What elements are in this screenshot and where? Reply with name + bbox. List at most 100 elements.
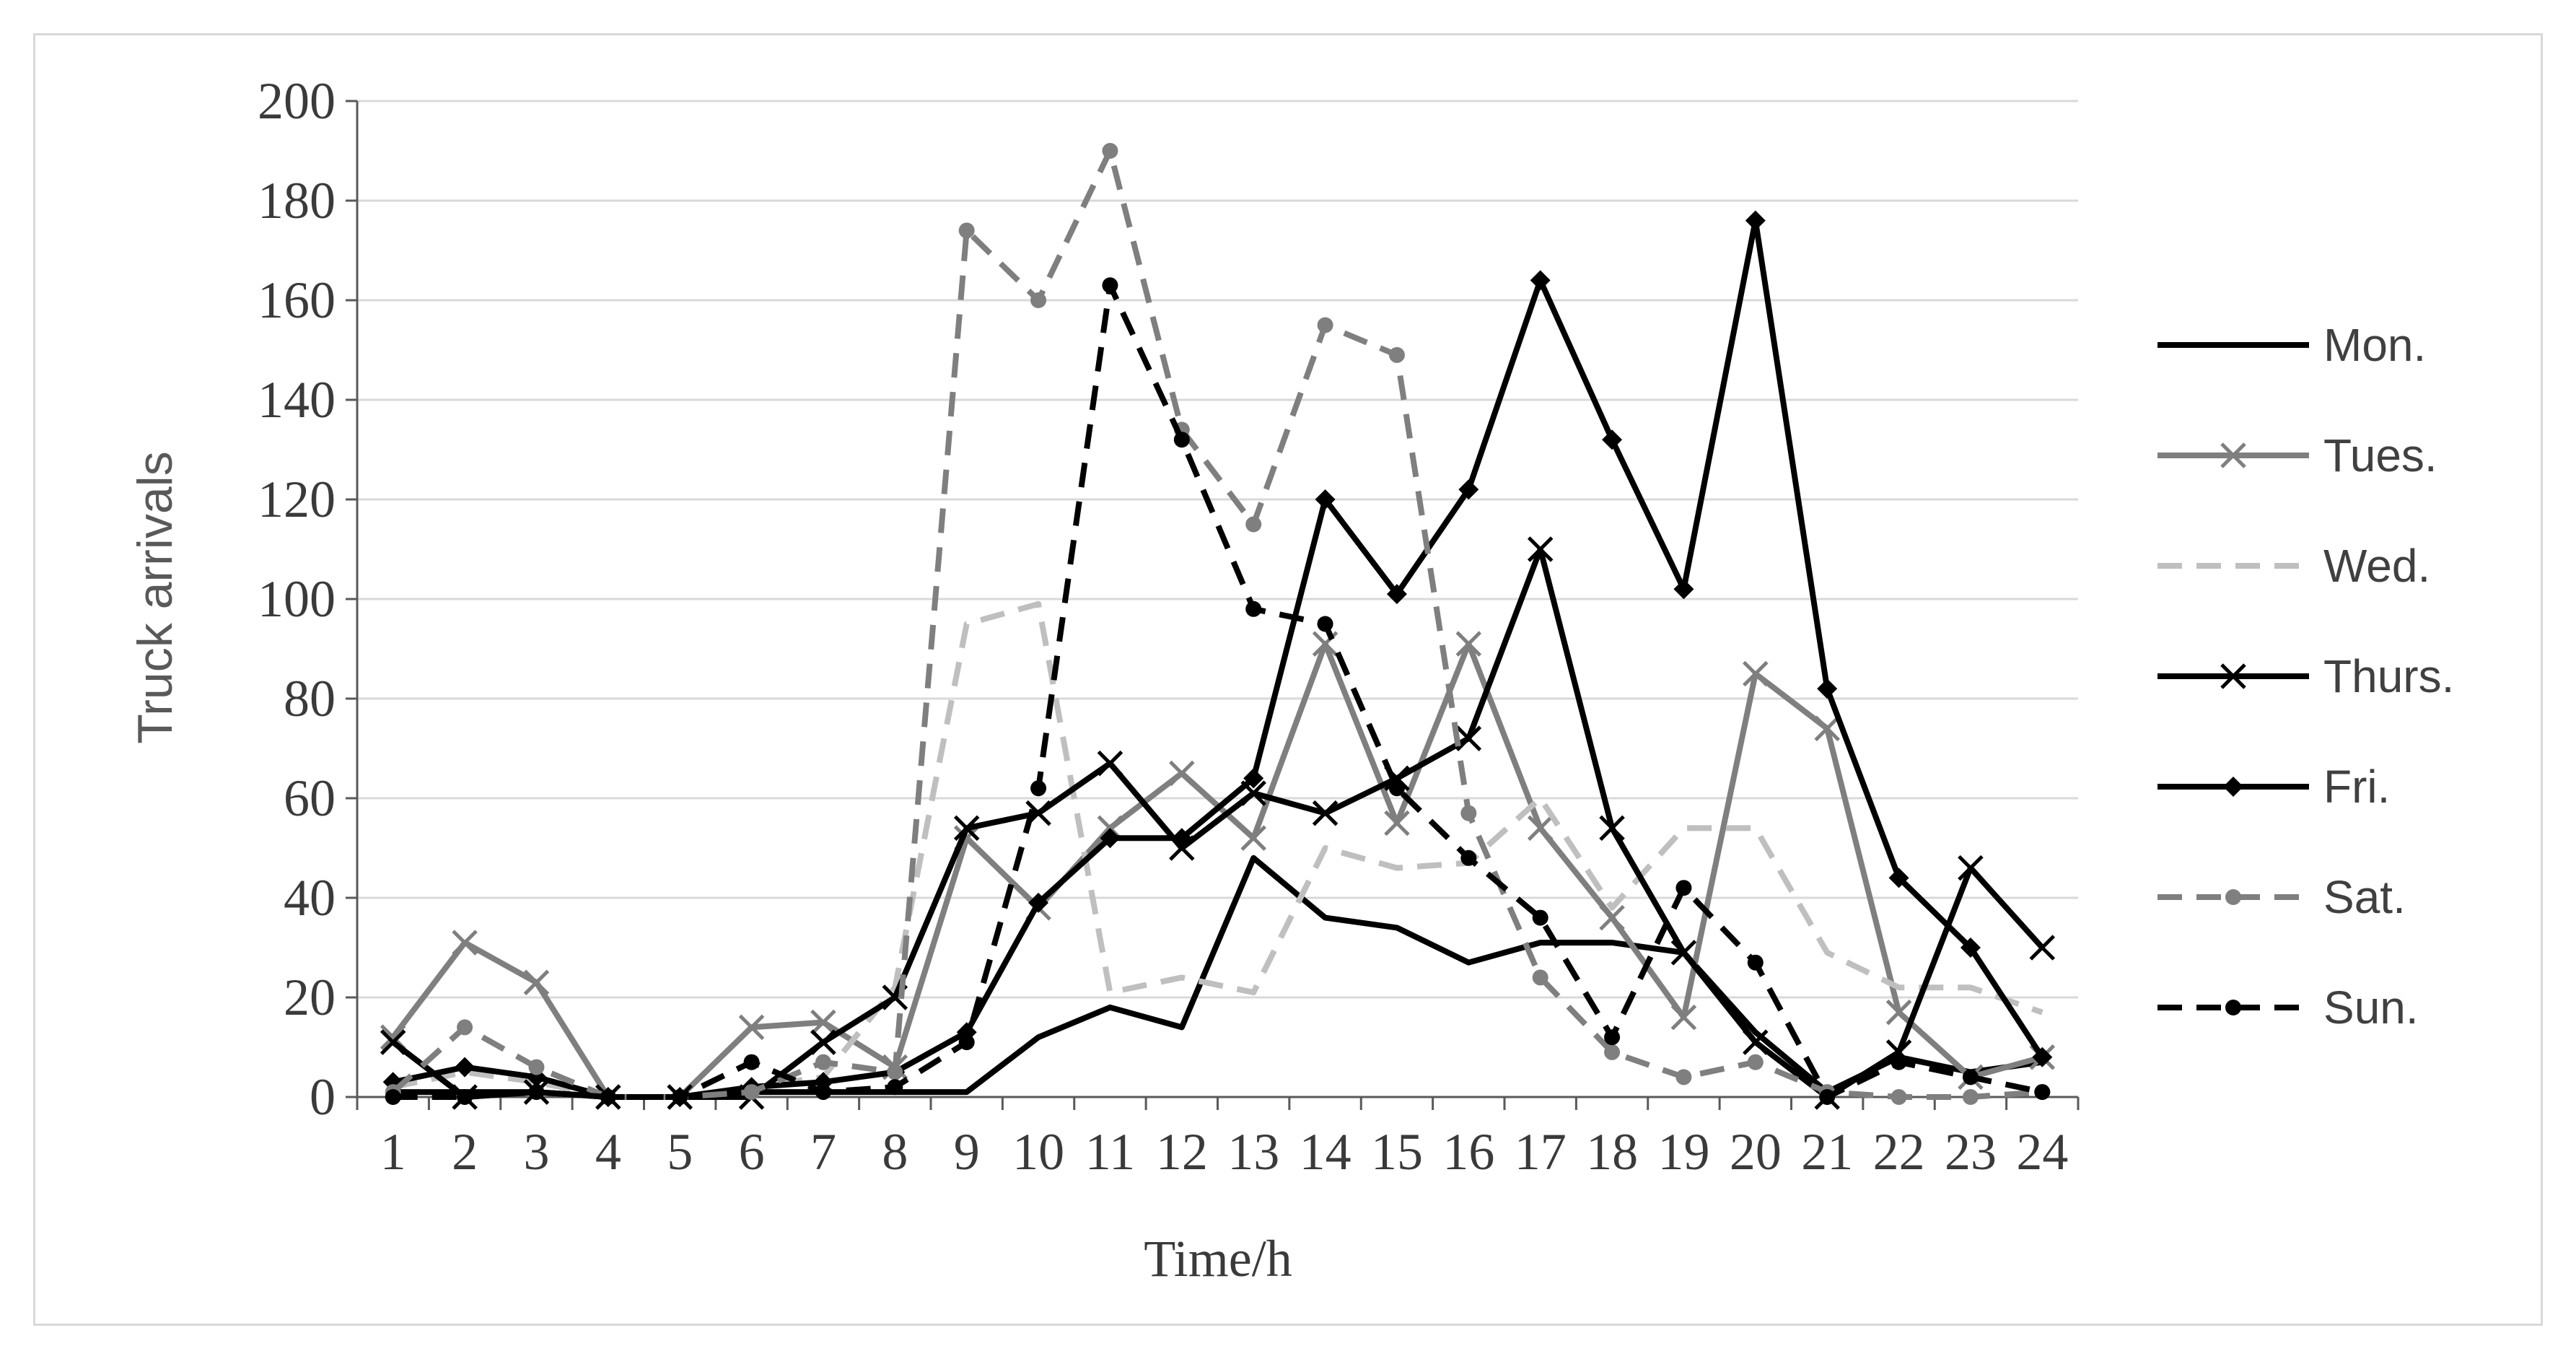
legend-item: Sun. bbox=[2157, 982, 2419, 1034]
x-tick-label: 15 bbox=[1371, 1123, 1423, 1181]
x-tick-label: 19 bbox=[1657, 1123, 1709, 1181]
x-tick-label: 16 bbox=[1442, 1123, 1494, 1181]
marker-Fri. bbox=[1171, 828, 1192, 849]
y-tick-label: 180 bbox=[258, 172, 336, 230]
marker-Sat. bbox=[743, 1084, 760, 1101]
marker-Sat. bbox=[1532, 969, 1548, 986]
line-Sat. bbox=[391, 148, 2043, 1100]
series-Tues. bbox=[380, 631, 2056, 1110]
marker-Fri. bbox=[2032, 1046, 2053, 1067]
line-Fri. bbox=[392, 217, 2045, 1100]
marker-Sun. bbox=[887, 1079, 903, 1096]
y-tick-label: 100 bbox=[258, 570, 336, 628]
y-axis-title: Truck arrivals bbox=[128, 451, 183, 744]
x-tick-label: 7 bbox=[810, 1123, 836, 1181]
marker-Sat. bbox=[887, 1064, 903, 1080]
marker-Sat. bbox=[1460, 805, 1477, 821]
marker-Sun. bbox=[1819, 1089, 1836, 1105]
marker-Sat. bbox=[958, 222, 975, 239]
marker-Tues. bbox=[738, 1014, 765, 1041]
marker-Fri. bbox=[1243, 768, 1264, 789]
marker-Sat. bbox=[1102, 143, 1118, 159]
marker-Fri. bbox=[1530, 270, 1551, 291]
marker-Sat. bbox=[1030, 292, 1047, 308]
x-tick-label: 4 bbox=[595, 1123, 621, 1181]
marker-Thurs. bbox=[1670, 940, 1697, 966]
series-Fri. bbox=[382, 210, 2053, 1107]
legend-label: Tues. bbox=[2323, 429, 2437, 481]
marker-Tues. bbox=[1670, 1004, 1697, 1031]
y-tick-labels: 0 20 40 60 80 100 120 140 160 180 200 bbox=[258, 72, 336, 1126]
marker-Sun. bbox=[385, 1089, 401, 1105]
legend-item: Tues. bbox=[2157, 429, 2437, 481]
marker-Sat. bbox=[1962, 1089, 1979, 1105]
marker-Sun. bbox=[1317, 616, 1333, 632]
marker-Tues. bbox=[523, 969, 550, 996]
marker-Sun. bbox=[1604, 1029, 1621, 1046]
marker-Tues. bbox=[1240, 825, 1266, 851]
legend-label: Sat. bbox=[2323, 871, 2406, 923]
marker-Sat. bbox=[457, 1019, 473, 1036]
marker-Sun. bbox=[1102, 277, 1118, 294]
marker-Sat. bbox=[1604, 1044, 1621, 1060]
marker-Thurs. bbox=[1743, 1029, 1769, 1055]
marker-Fri. bbox=[1386, 584, 1407, 605]
marker-Fri. bbox=[1028, 892, 1049, 913]
legend-item: Mon. bbox=[2157, 319, 2426, 371]
y-tick-label: 0 bbox=[310, 1068, 336, 1126]
legend: Mon. Tues. Wed. Thurs. Fri. Sat. Sun. bbox=[2157, 319, 2454, 1034]
marker-Fri. bbox=[1673, 579, 1694, 600]
series-lines bbox=[380, 143, 2056, 1110]
y-tick-label: 120 bbox=[258, 471, 336, 528]
marker-Fri. bbox=[1100, 828, 1121, 849]
marker-Tues. bbox=[1814, 715, 1840, 742]
marker-Sat. bbox=[1388, 346, 1405, 363]
x-tick-label: 14 bbox=[1300, 1123, 1351, 1181]
marker-Thurs. bbox=[1455, 725, 1482, 751]
marker-Thurs. bbox=[1527, 536, 1554, 562]
marker-Sun. bbox=[1532, 909, 1548, 926]
legend-label: Sun. bbox=[2323, 982, 2419, 1034]
x-tick-label: 5 bbox=[667, 1123, 693, 1181]
x-tick-label: 22 bbox=[1873, 1123, 1925, 1181]
x-tick-label: 3 bbox=[523, 1123, 549, 1181]
y-tick-label: 60 bbox=[284, 769, 336, 827]
x-tick-labels: 1 2 3 4 5 6 7 8 9 10 11 12 13 14 15 16 17 18 19 20 21 22 23 24 bbox=[380, 1123, 2069, 1181]
marker-Fri. bbox=[1817, 678, 1838, 699]
marker-Fri. bbox=[1602, 429, 1623, 450]
line-Wed. bbox=[392, 600, 2043, 1100]
marker-Tues. bbox=[1455, 631, 1482, 657]
marker-Sun. bbox=[815, 1084, 831, 1101]
x-tick-label: 23 bbox=[1945, 1123, 1997, 1181]
series-Mon. bbox=[393, 855, 2043, 1100]
marker-Thurs. bbox=[1097, 750, 1123, 777]
marker-Tues. bbox=[452, 930, 478, 956]
x-tick-label: 9 bbox=[954, 1123, 980, 1181]
marker-Sat. bbox=[1245, 516, 1262, 533]
marker-Sun. bbox=[528, 1084, 545, 1101]
marker-Sun. bbox=[1030, 780, 1047, 797]
series-Sat. bbox=[385, 143, 2051, 1105]
x-tick-label: 11 bbox=[1085, 1123, 1135, 1181]
x-tick-label: 1 bbox=[380, 1123, 406, 1181]
marker-Tues. bbox=[1743, 660, 1769, 687]
marker-Sun. bbox=[1747, 954, 1764, 971]
y-tick-label: 20 bbox=[284, 969, 336, 1026]
legend-label: Mon. bbox=[2323, 319, 2426, 371]
marker-Sat. bbox=[528, 1059, 545, 1075]
series-Wed. bbox=[392, 600, 2043, 1100]
line-Sun. bbox=[393, 282, 2043, 1100]
marker-Thurs. bbox=[810, 1029, 836, 1055]
marker-Thurs. bbox=[2220, 663, 2246, 689]
x-tick-label: 10 bbox=[1012, 1123, 1064, 1181]
x-tick-label: 21 bbox=[1801, 1123, 1853, 1181]
gridlines bbox=[357, 100, 2078, 999]
marker-Fri. bbox=[1315, 489, 1336, 510]
chart-frame bbox=[33, 33, 2543, 1326]
marker-Sat. bbox=[2225, 889, 2241, 905]
legend-item: Thurs. bbox=[2157, 650, 2454, 702]
legend-label: Fri. bbox=[2323, 761, 2390, 813]
y-tick-label: 40 bbox=[284, 869, 336, 927]
marker-Sun. bbox=[600, 1089, 616, 1105]
